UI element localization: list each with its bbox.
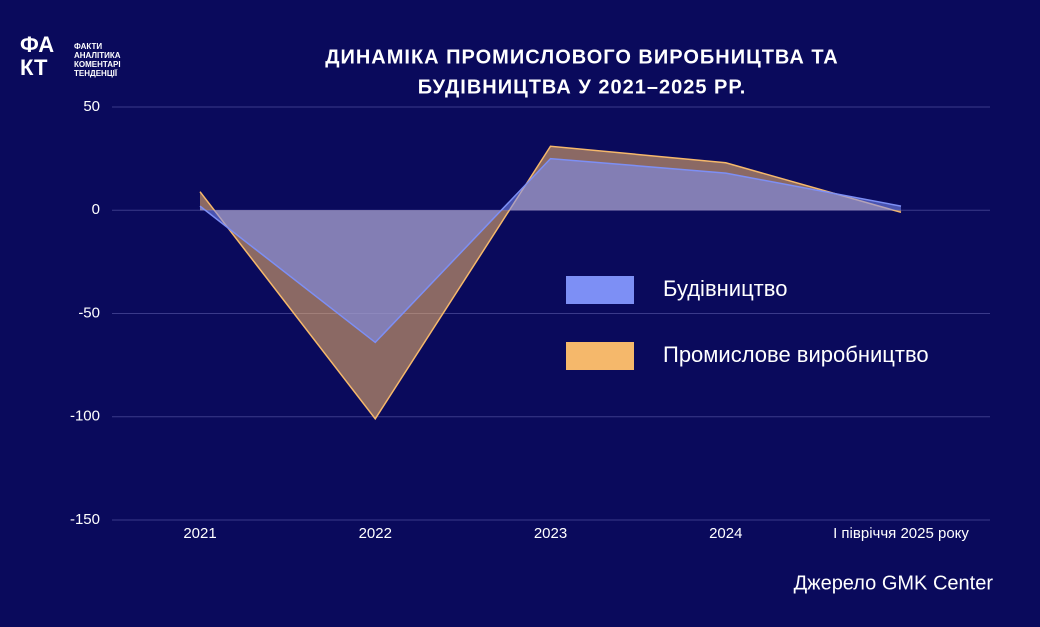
legend-swatch <box>566 342 634 370</box>
chart-title: ДИНАМІКА ПРОМИСЛОВОГО ВИРОБНИЦТВА ТА <box>325 46 839 68</box>
logo-mark: КТ <box>20 55 48 80</box>
area-edge <box>199 157 902 344</box>
y-tick-label: 50 <box>83 98 100 115</box>
legend-label: Промислове виробництво <box>663 342 929 367</box>
logo-text: КОМЕНТАРІ <box>74 60 121 69</box>
x-tick-label: 2021 <box>183 525 216 542</box>
x-tick-label: 2022 <box>359 525 392 542</box>
y-tick-label: -150 <box>70 511 100 528</box>
logo-text: АНАЛІТИКА <box>74 51 121 60</box>
logo-mark: ФА <box>20 32 54 57</box>
x-tick-label: I півріччя 2025 року <box>833 525 969 542</box>
logo-text: ТЕНДЕНЦІЇ <box>74 69 118 78</box>
area <box>200 158 901 343</box>
legend-label: Будівництво <box>663 276 787 301</box>
logo-text: ФАКТИ <box>74 42 102 51</box>
x-tick-label: 2024 <box>709 525 742 542</box>
x-tick-label: 2023 <box>534 525 567 542</box>
y-tick-label: -50 <box>78 304 100 321</box>
area-edge <box>199 145 902 421</box>
legend-swatch <box>566 276 634 304</box>
chart-title: БУДІВНИЦТВА У 2021–2025 РР. <box>418 76 747 98</box>
source: Джерело GMK Center <box>794 572 994 594</box>
y-tick-label: 0 <box>92 201 100 218</box>
y-tick-label: -100 <box>70 408 100 425</box>
